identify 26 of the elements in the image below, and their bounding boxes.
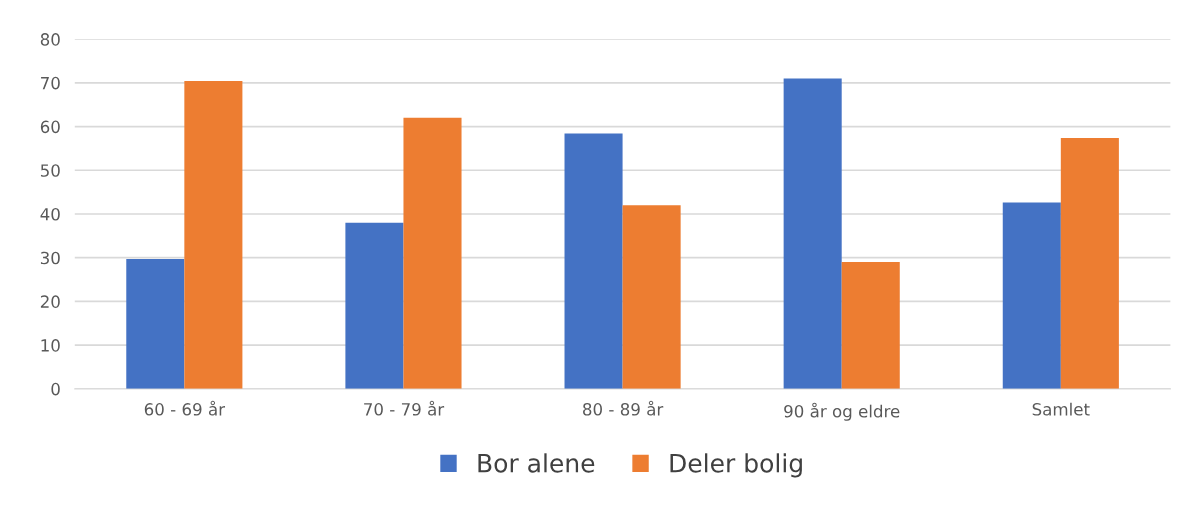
bar (345, 222, 404, 389)
x-tick-label: 70 - 79 år (364, 400, 445, 416)
y-tick-label: 0 (51, 382, 60, 396)
y-tick-label: 50 (40, 164, 60, 177)
x-tick-label: Samlet (1032, 402, 1090, 416)
legend-label: Bor alene (478, 453, 595, 473)
bar (622, 205, 681, 389)
bar (783, 78, 842, 389)
y-tick-label: 40 (40, 207, 60, 221)
bar (564, 133, 623, 389)
bar (403, 117, 462, 389)
bar (184, 81, 243, 389)
bar (1002, 202, 1061, 389)
bar (1060, 137, 1119, 389)
y-tick-label: 60 (40, 120, 60, 134)
bar (126, 259, 185, 389)
x-tick-label: 60 - 69 år (144, 400, 226, 416)
y-tick-label: 30 (40, 251, 60, 265)
bar (841, 262, 900, 389)
y-tick-label: 80 (40, 33, 60, 46)
x-tick-label: 80 - 89 år (583, 400, 664, 416)
legend-label: Deler bolig (670, 453, 802, 478)
y-tick-label: 10 (41, 339, 60, 352)
x-tick-label: 90 år og eldre (784, 402, 900, 421)
y-tick-label: 70 (41, 76, 60, 90)
y-tick-label: 20 (40, 295, 60, 308)
